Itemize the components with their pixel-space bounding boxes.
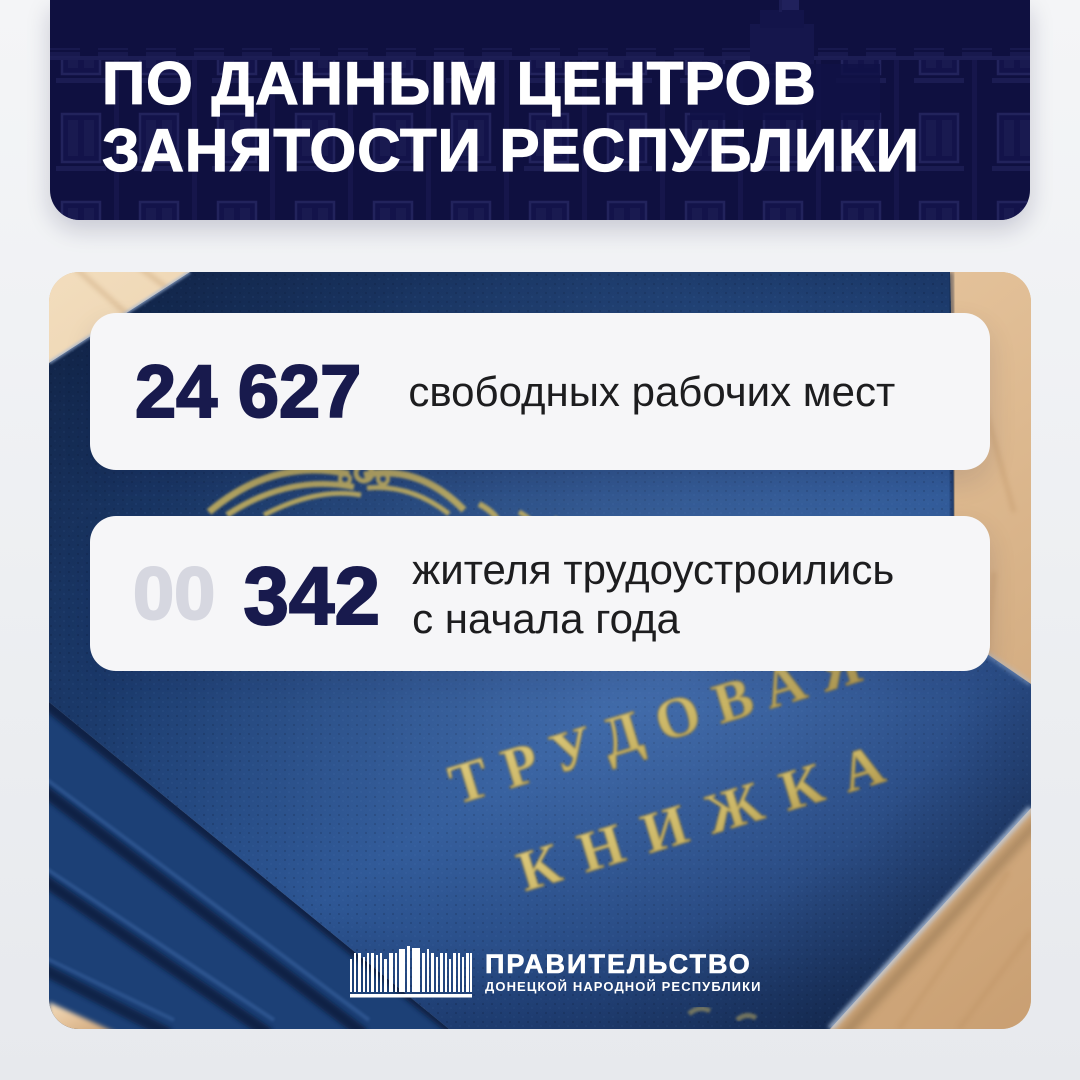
vacancies-value: 24 627 bbox=[134, 349, 362, 434]
employed-leading-zeros: 00 bbox=[132, 551, 216, 636]
page-title: ПО ДАННЫМ ЦЕНТРОВ ЗАНЯТОСТИ РЕСПУБЛИКИ bbox=[101, 49, 920, 184]
government-logo-subtitle: ДОНЕЦКОЙ НАРОДНОЙ РЕСПУБЛИКИ bbox=[485, 979, 762, 994]
page-title-line-2: ЗАНЯТОСТИ РЕСПУБЛИКИ bbox=[101, 116, 920, 184]
page-title-line-1: ПО ДАННЫМ ЦЕНТРОВ bbox=[101, 49, 817, 117]
government-logo: ПРАВИТЕЛЬСТВО ДОНЕЦКОЙ НАРОДНОЙ РЕСПУБЛИ… bbox=[350, 946, 762, 998]
employed-label: жителя трудоустроились с начала года bbox=[412, 545, 894, 643]
vacancies-label: свободных рабочих мест bbox=[408, 368, 896, 415]
barcode-building-logo-icon bbox=[350, 946, 472, 998]
stat-card-vacancies: 24 627 свободных рабочих мест bbox=[90, 313, 990, 470]
employed-label-line-1: жителя трудоустроились bbox=[412, 545, 895, 593]
stat-card-employed: 00 342 жителя трудоустроились с начала г… bbox=[90, 516, 990, 671]
employed-label-line-2: с начала года bbox=[412, 594, 680, 642]
employed-value: 342 bbox=[242, 550, 381, 643]
header-banner: ПО ДАННЫМ ЦЕНТРОВ ЗАНЯТОСТИ РЕСПУБЛИКИ bbox=[50, 0, 1030, 220]
government-building-silhouette-icon bbox=[50, 0, 1030, 220]
government-logo-title: ПРАВИТЕЛЬСТВО bbox=[485, 949, 752, 980]
